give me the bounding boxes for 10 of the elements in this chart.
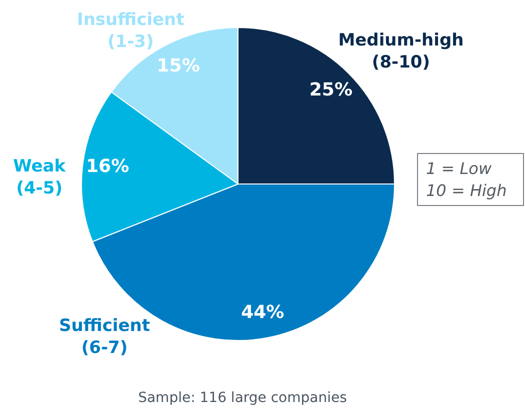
data-label: 25%: [309, 80, 353, 101]
data-label: 16%: [86, 156, 130, 178]
slice-label: Medium-high (8-10): [338, 30, 464, 72]
slice-label: Sufficient (6-7): [59, 316, 150, 358]
data-label: 44%: [241, 302, 284, 323]
slice-label: Insufficient (1-3): [77, 10, 184, 52]
slice-label: Weak (4-5): [13, 156, 66, 199]
data-label: 15%: [156, 56, 200, 77]
text: 1 = Low 10 = High: [417, 153, 524, 206]
text: Sample: 116 large companies: [137, 390, 348, 406]
